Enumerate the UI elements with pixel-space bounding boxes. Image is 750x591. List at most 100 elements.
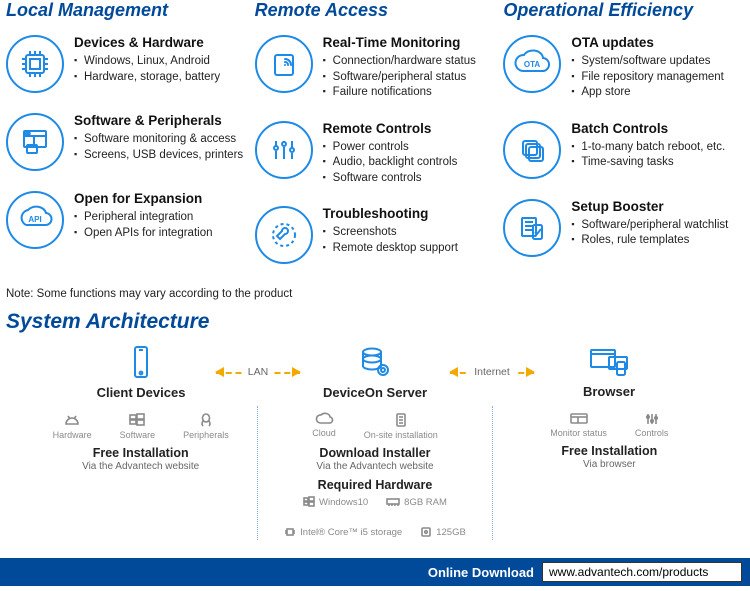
feature-realtime-monitoring: Real-Time Monitoring Connection/hardware… bbox=[255, 35, 496, 101]
svg-text:OTA: OTA bbox=[524, 60, 541, 69]
sliders-mini-icon: Controls bbox=[635, 412, 669, 438]
arch-sub-text: Via the Advantech website bbox=[30, 461, 251, 472]
api-icon: API bbox=[6, 191, 64, 249]
online-download-url-input[interactable] bbox=[542, 562, 742, 582]
mini-label: Controls bbox=[635, 428, 669, 438]
feature-setup-booster: Setup Booster Software/peripheral watchl… bbox=[503, 199, 744, 257]
feature-item: Roles, rule templates bbox=[571, 233, 744, 249]
feature-list: Software monitoring & access Screens, US… bbox=[74, 132, 247, 163]
ram-req-icon: 8GB RAM bbox=[386, 496, 447, 508]
feature-item: Software/peripheral status bbox=[323, 70, 496, 86]
ota-icon: OTA bbox=[503, 35, 561, 93]
arch-sub-text: Via browser bbox=[499, 459, 720, 470]
arch-sub-title: Free Installation bbox=[30, 446, 251, 460]
feature-item: System/software updates bbox=[571, 54, 744, 70]
feature-list: Power controls Audio, backlight controls… bbox=[323, 140, 496, 187]
feature-item: Connection/hardware status bbox=[323, 54, 496, 70]
arch-col-server: Cloud On-site installation Download Inst… bbox=[258, 406, 492, 540]
column-operational-efficiency: Operational Efficiency OTA OTA updates S… bbox=[503, 0, 744, 284]
system-architecture-heading: System Architecture bbox=[6, 310, 744, 334]
tower-mini-icon: On-site installation bbox=[364, 412, 438, 440]
windows-mini-icon: Software bbox=[120, 412, 156, 440]
windows-req-icon: Windows10 bbox=[303, 496, 368, 508]
feature-title: Devices & Hardware bbox=[74, 35, 247, 50]
feature-item: App store bbox=[571, 85, 744, 101]
arch-node-label: Browser bbox=[534, 384, 684, 399]
footer-label: Online Download bbox=[428, 565, 534, 580]
column-header: Local Management bbox=[6, 0, 247, 21]
column-header: Operational Efficiency bbox=[503, 0, 744, 21]
mini-label: Monitor status bbox=[550, 428, 607, 438]
feature-list: System/software updates File repository … bbox=[571, 54, 744, 101]
mini-label: Cloud bbox=[312, 428, 336, 438]
mini-label: Peripherals bbox=[183, 430, 229, 440]
footer-bar: Online Download bbox=[0, 558, 750, 586]
feature-title: Batch Controls bbox=[571, 121, 744, 136]
feature-item: Power controls bbox=[323, 140, 496, 156]
dashboard-icon bbox=[6, 113, 64, 171]
mini-label: On-site installation bbox=[364, 430, 438, 440]
feature-item: Software monitoring & access bbox=[74, 132, 247, 148]
feature-item: Remote desktop support bbox=[323, 241, 496, 257]
feature-title: Open for Expansion bbox=[74, 191, 247, 206]
req-label: 8GB RAM bbox=[404, 497, 447, 508]
cpu-req-icon: Intel® Core™ i5 storage bbox=[284, 526, 402, 538]
feature-title: Setup Booster bbox=[571, 199, 744, 214]
controls-icon bbox=[255, 121, 313, 179]
feature-item: Audio, backlight controls bbox=[323, 155, 496, 171]
checklist-device-icon bbox=[503, 199, 561, 257]
feature-item: 1-to-many batch reboot, etc. bbox=[571, 140, 744, 156]
feature-list: 1-to-many batch reboot, etc. Time-saving… bbox=[571, 140, 744, 171]
req-label: Intel® Core™ i5 storage bbox=[300, 527, 402, 538]
feature-item: Software controls bbox=[323, 171, 496, 187]
arch-sub-title: Free Installation bbox=[499, 444, 720, 458]
feature-title: Software & Peripherals bbox=[74, 113, 247, 128]
arch-sub-title: Download Installer bbox=[264, 446, 485, 460]
feature-ota-updates: OTA OTA updates System/software updates … bbox=[503, 35, 744, 101]
arch-sub-title: Required Hardware bbox=[264, 478, 485, 492]
feature-devices-hardware: Devices & Hardware Windows, Linux, Andro… bbox=[6, 35, 247, 93]
arch-node-client: Client Devices bbox=[66, 344, 216, 400]
arch-sub-text: Via the Advantech website bbox=[264, 461, 485, 472]
feature-list: Software/peripheral watchlist Roles, rul… bbox=[571, 218, 744, 249]
feature-item: Software/peripheral watchlist bbox=[571, 218, 744, 234]
monitor-signal-icon bbox=[255, 35, 313, 93]
wrench-gear-icon bbox=[255, 206, 313, 264]
req-label: Windows10 bbox=[319, 497, 368, 508]
cloud-mini-icon: Cloud bbox=[312, 412, 336, 440]
feature-batch-controls: Batch Controls 1-to-many batch reboot, e… bbox=[503, 121, 744, 179]
feature-list: Windows, Linux, Android Hardware, storag… bbox=[74, 54, 247, 85]
feature-list: Connection/hardware status Software/peri… bbox=[323, 54, 496, 101]
feature-list: Peripheral integration Open APIs for int… bbox=[74, 210, 247, 241]
arch-node-label: Client Devices bbox=[66, 385, 216, 400]
feature-list: Screenshots Remote desktop support bbox=[323, 225, 496, 256]
arch-col-client: Hardware Software Peripherals Free Insta… bbox=[24, 406, 258, 540]
ssd-req-icon: 125GB bbox=[420, 526, 466, 538]
feature-item: Failure notifications bbox=[323, 85, 496, 101]
column-header: Remote Access bbox=[255, 0, 496, 21]
batch-icon bbox=[503, 121, 561, 179]
feature-item: Open APIs for integration bbox=[74, 226, 247, 242]
feature-item: Screens, USB devices, printers bbox=[74, 148, 247, 164]
feature-columns: Local Management Devices & Hardware Wind… bbox=[6, 0, 744, 284]
feature-item: Windows, Linux, Android bbox=[74, 54, 247, 70]
architecture-diagram: Client Devices LAN DeviceOn Server Inter… bbox=[6, 344, 744, 540]
mini-label: Hardware bbox=[53, 430, 92, 440]
arch-connector-label: LAN bbox=[242, 366, 274, 378]
feature-title: Real-Time Monitoring bbox=[323, 35, 496, 50]
android-mini-icon: Hardware bbox=[53, 412, 92, 440]
feature-title: Troubleshooting bbox=[323, 206, 496, 221]
arch-connector-internet: Internet bbox=[450, 358, 534, 386]
arch-node-browser: Browser bbox=[534, 345, 684, 399]
feature-troubleshooting: Troubleshooting Screenshots Remote deskt… bbox=[255, 206, 496, 264]
req-label: 125GB bbox=[436, 527, 466, 538]
note-text: Note: Some functions may vary according … bbox=[6, 288, 744, 300]
arch-connector-label: Internet bbox=[468, 366, 516, 378]
feature-software-peripherals: Software & Peripherals Software monitori… bbox=[6, 113, 247, 171]
arch-node-server: DeviceOn Server bbox=[300, 344, 450, 400]
column-remote-access: Remote Access Real-Time Monitoring Conne… bbox=[255, 0, 496, 284]
arch-node-label: DeviceOn Server bbox=[300, 385, 450, 400]
arch-connector-lan: LAN bbox=[216, 358, 300, 386]
feature-item: Hardware, storage, battery bbox=[74, 70, 247, 86]
feature-item: Screenshots bbox=[323, 225, 496, 241]
